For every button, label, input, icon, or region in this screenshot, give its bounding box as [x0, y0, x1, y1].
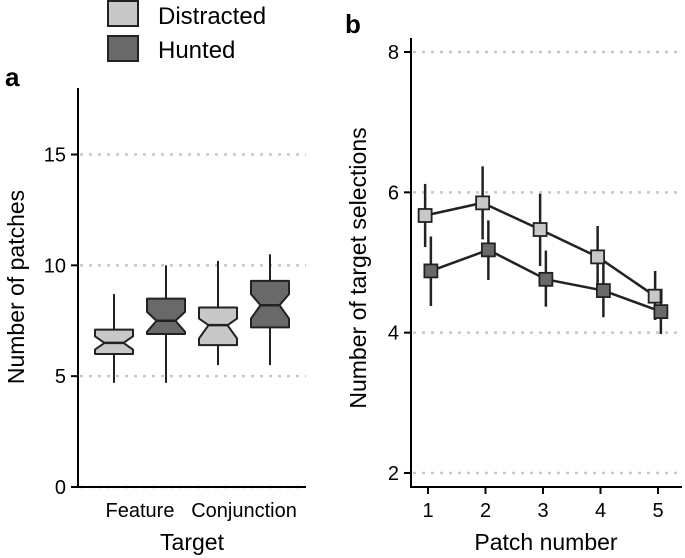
panel-b-xlabel: Patch number: [474, 529, 618, 555]
series-distracted: [417, 166, 663, 321]
panel-b-ylabel: Number of target selections: [345, 127, 371, 408]
panel-b-ytick-label: 8: [388, 42, 399, 64]
panel-label-b: b: [345, 9, 361, 39]
panel-b-xtick-label: 2: [480, 500, 491, 522]
panel-b-x-ticks: 1 2 3 4 5: [422, 487, 664, 522]
panel-b-ytick-label: 4: [388, 323, 399, 345]
panel-a-ytick-label: 5: [55, 366, 66, 388]
data-point: [423, 263, 439, 279]
panel-a-xlabel: Target: [160, 529, 225, 555]
data-point: [590, 249, 606, 265]
box-hunted-conjunction: [250, 254, 290, 366]
panel-b-series: [417, 166, 669, 335]
panel-a-ytick-label: 10: [44, 255, 66, 277]
panel-b-line-chart: 2 4 6 8 1 2 3 4 5 Patch number Number of target…: [345, 38, 682, 555]
panel-b-xtick-label: 3: [537, 500, 548, 522]
legend-swatch-hunted: [107, 35, 139, 62]
panel-a-ylabel: Number of patches: [3, 190, 29, 384]
panel-b-ytick-label: 2: [388, 463, 399, 485]
data-point: [653, 304, 669, 320]
panel-a-boxplot: 0 5 10 15 Feature Conjunction Target Number…: [3, 88, 306, 555]
panel-a-y-ticks: 0 5 10 15: [44, 145, 78, 499]
panel-a-ytick-label: 0: [55, 477, 66, 499]
panel-a-ytick-label: 15: [44, 145, 66, 167]
data-point: [595, 283, 611, 298]
panel-b-xtick-label: 1: [422, 500, 433, 522]
panel-a-xtick-conjunction: Conjunction: [191, 500, 297, 522]
box-hunted-feature: [146, 265, 186, 383]
box-distracted-conjunction: [198, 260, 238, 366]
box-distracted-feature: [94, 294, 134, 383]
panel-b-xtick-label: 4: [595, 500, 606, 522]
series-hunted: [423, 220, 669, 335]
legend: Distracted Hunted: [107, 0, 266, 64]
panel-label-a: a: [5, 62, 20, 92]
panel-b-xtick-label: 5: [652, 500, 663, 522]
panel-a-xtick-feature: Feature: [106, 500, 175, 522]
panel-a-boxes: [94, 254, 290, 383]
data-point: [538, 271, 554, 287]
legend-swatch-distracted: [107, 0, 139, 27]
data-point: [532, 222, 548, 237]
panel-b-ytick-label: 6: [388, 182, 399, 204]
legend-label-distracted: Distracted: [158, 3, 266, 30]
data-point: [417, 208, 433, 223]
data-point: [475, 195, 491, 211]
data-point: [480, 242, 496, 258]
panel-b-y-ticks: 2 4 6 8: [388, 42, 411, 485]
legend-label-hunted: Hunted: [158, 37, 235, 64]
box-body: [146, 297, 186, 336]
